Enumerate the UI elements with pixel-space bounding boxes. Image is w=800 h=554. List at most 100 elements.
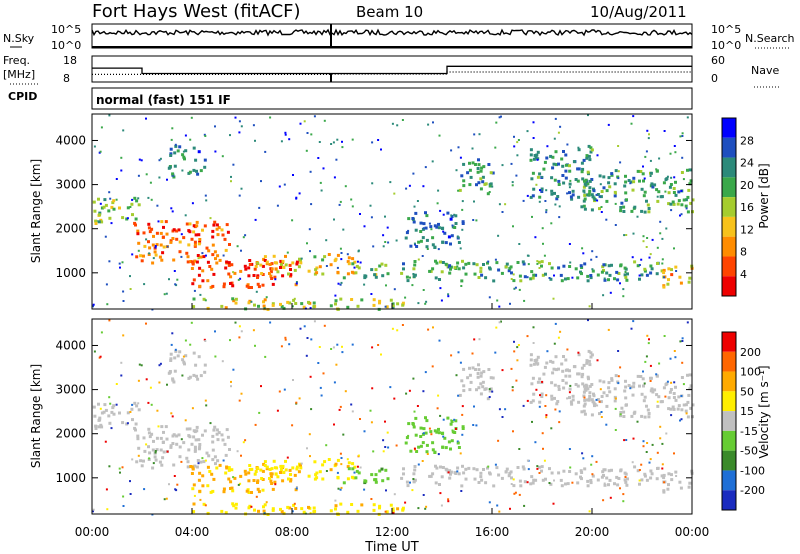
velocity-cell [449,447,452,451]
velocity-noise-cell [532,326,535,329]
noise-left-tick-bottom: 10^0 [51,39,81,52]
velocity-cell [257,509,260,513]
velocity-cell [462,367,466,371]
power-noise-cell [642,165,644,168]
power-cell [247,301,251,305]
power-noise-cell [478,133,481,136]
power-cell [323,255,327,259]
power-cell [134,223,137,227]
power-noise-cell [181,169,184,172]
power-cell [505,262,509,266]
velocity-cell [588,363,592,367]
velocity-noise-cell [457,394,460,397]
power-noise-cell [536,158,539,161]
velocity-noise-cell [617,350,620,352]
velocity-noise-cell [526,335,529,338]
velocity-cell [363,479,367,483]
velocity-cell [598,379,602,383]
power-cell [629,180,633,184]
velocity-cell [414,433,418,437]
power-cell [481,180,485,184]
power-noise-cell [108,260,111,263]
velocity-noise-cell [209,422,212,425]
power-noise-cell [588,305,591,308]
power-cell [275,261,279,265]
power-cell [529,277,533,281]
power-cell [271,303,275,307]
velocity-cell [540,469,543,473]
power-noise-cell [138,158,141,161]
power-cell [650,267,654,271]
velocity-cell [439,465,442,469]
power-cell [674,193,678,197]
power-noise-cell [222,254,225,257]
power-cell [560,157,564,161]
velocity-noise-cell [455,374,458,377]
velocity-noise-cell [457,441,460,444]
power-cell [413,263,417,267]
power-noise-cell [475,219,478,222]
velocity-cell [559,478,563,482]
velocity-cell [224,471,228,475]
power-cell [130,202,134,206]
velocity-noise-cell [428,427,431,430]
power-cell [640,209,644,213]
power-cell [641,172,645,176]
power-cell [192,224,196,228]
velocity-noise-cell [649,458,652,461]
velocity-noise-cell [644,360,647,363]
velocity-cell [265,467,269,471]
velocity-cell [181,358,185,362]
power-cell [224,306,228,310]
power-cell [486,192,490,196]
velocity-cell [203,429,207,433]
velocity-cell [192,429,196,433]
power-cell [315,266,319,270]
power-cell [585,154,589,158]
power-noise-cell [416,200,419,202]
velocity-cell [286,505,290,509]
power-noise-cell [426,248,429,250]
power-cell [610,263,613,267]
power-cell [312,301,316,305]
velocity-cell [419,426,423,430]
velocity-cell [98,418,102,422]
velocity-cell [196,459,200,462]
velocity-cell [299,466,303,470]
power-cell [260,272,264,275]
velocity-noise-cell [93,350,96,353]
power-cell [268,272,271,275]
power-cell [225,260,229,264]
power-cell [462,162,466,166]
power-cell [605,271,609,275]
velocity-cell [568,374,572,378]
power-cell [205,246,209,250]
power-cell [374,268,378,272]
power-cell [284,263,288,267]
velocity-cell [130,407,134,411]
power-cell [110,205,114,209]
power-cell [559,273,563,277]
velocity-cell [211,458,215,462]
velocity-cell [638,482,641,486]
power-cell [380,262,384,266]
velocity-noise-cell [648,461,651,464]
power-cell [213,250,217,254]
velocity-cell [545,361,549,365]
power-cell [497,268,501,272]
velocity-noise-cell [670,414,673,417]
velocity-cell [185,456,189,460]
power-cell [419,239,423,243]
velocity-cell [402,472,405,476]
velocity-noise-cell [278,390,281,393]
velocity-noise-cell [310,338,313,341]
velocity-cell [602,391,606,395]
velocity-cell [92,405,96,409]
velocity-noise-cell [182,355,185,358]
velocity-cell [148,435,152,439]
power-cell [351,257,355,261]
velocity-cell [233,476,237,480]
velocity-cell [434,481,438,485]
power-cell [351,262,355,266]
power-cell [462,179,466,183]
